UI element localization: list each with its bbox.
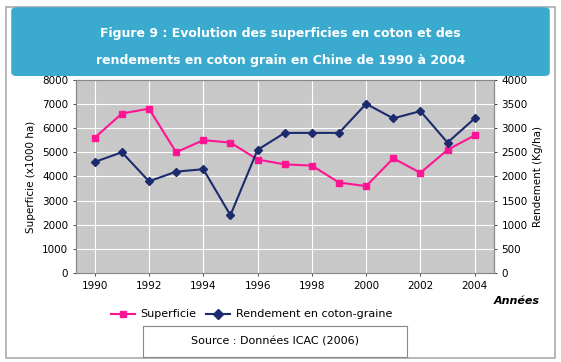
Y-axis label: Rendement (Kg/ha): Rendement (Kg/ha) (533, 126, 543, 227)
Text: rendements en coton grain en Chine de 1990 à 2004: rendements en coton grain en Chine de 19… (96, 54, 465, 67)
Legend: Superficie, Rendement en coton-graine: Superficie, Rendement en coton-graine (106, 305, 397, 324)
Text: Source : Données ICAC (2006): Source : Données ICAC (2006) (191, 336, 359, 346)
Text: Figure 9 : Evolution des superficies en coton et des: Figure 9 : Evolution des superficies en … (100, 27, 461, 40)
Y-axis label: Superficie (x1000 ha): Superficie (x1000 ha) (26, 120, 36, 233)
Text: Années: Années (494, 296, 540, 306)
